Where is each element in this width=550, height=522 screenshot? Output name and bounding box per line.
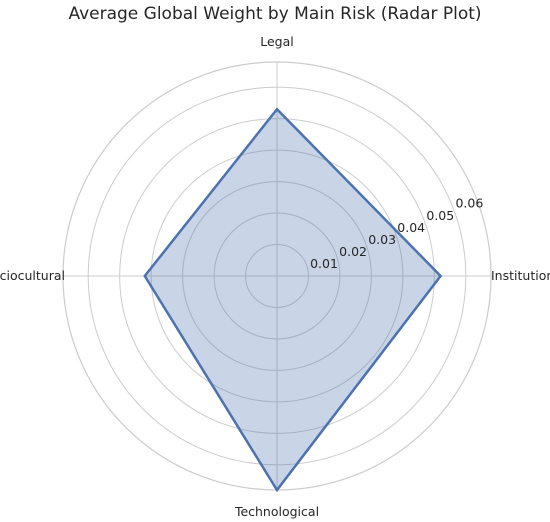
category-label: Legal [260, 34, 294, 49]
category-labels: Institutional Legal Sociocultural Technolog… [0, 34, 550, 519]
radial-tick-labels: 0.010.020.030.040.050.06 [310, 196, 483, 271]
radial-tick-label: 0.03 [368, 232, 396, 247]
radar-series [143, 107, 443, 493]
category-label: Technological [234, 504, 319, 519]
category-label: Sociocultural [0, 268, 65, 283]
category-label: Institutional [491, 268, 550, 283]
radial-tick-label: 0.04 [397, 220, 425, 235]
radial-tick-label: 0.06 [455, 196, 483, 211]
radial-tick-label: 0.05 [426, 208, 454, 223]
radial-tick-label: 0.01 [310, 256, 338, 271]
chart-title: Average Global Weight by Main Risk (Rada… [68, 4, 482, 24]
radial-tick-label: 0.02 [339, 244, 367, 259]
radar-spokes [63, 62, 491, 490]
series-area [144, 109, 441, 490]
